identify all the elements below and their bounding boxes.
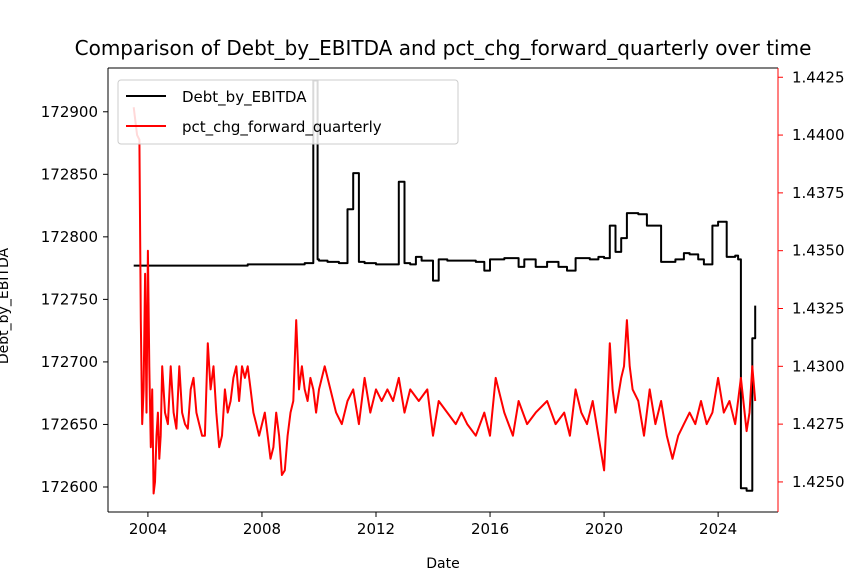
- y-right-tick-label: 1.4275: [792, 415, 845, 433]
- series-line-debt-by-ebitda: [133, 79, 757, 492]
- y-right-tick-label: 1.4250: [792, 473, 845, 491]
- series-right-group: [132, 107, 757, 495]
- x-tick-label: 2016: [471, 520, 509, 538]
- legend-label-pct: pct_chg_forward_quarterly: [182, 118, 382, 137]
- axes-group: 2004 2008 2012 2016 2020 2024 172600 172650 1727…: [41, 67, 845, 538]
- legend-label-debt: Debt_by_EBITDA: [182, 88, 307, 107]
- x-tick-label: 2020: [585, 520, 623, 538]
- series-left-group: [133, 79, 757, 492]
- y-right-tick-label: 1.4375: [792, 184, 845, 202]
- x-tick-label: 2008: [243, 520, 281, 538]
- x-tick-label: 2012: [357, 520, 395, 538]
- y-left-tick-label: 172750: [41, 290, 98, 308]
- y-left-tick-label: 172800: [41, 228, 98, 246]
- y-left-tick-label: 172850: [41, 165, 98, 183]
- y-right-tick-label: 1.4325: [792, 300, 845, 318]
- y-right-tick-label: 1.4300: [792, 357, 845, 375]
- x-axis-label: Date: [426, 556, 459, 572]
- y-left-tick-label: 172650: [41, 415, 98, 433]
- y-right-tick-label: 1.4400: [792, 126, 845, 144]
- y-left-tick-label: 172700: [41, 353, 98, 371]
- series-line-pct-chg-forward-quarterly: [132, 107, 757, 495]
- y-right-tick-label: 1.4350: [792, 242, 845, 260]
- y-left-tick-label: 172600: [41, 478, 98, 496]
- y-right-tick-label: 1.4425: [792, 68, 845, 86]
- legend-box: [117, 79, 459, 145]
- chart-title: Comparison of Debt_by_EBITDA and pct_chg…: [75, 36, 812, 60]
- y-left-tick-label: 172900: [41, 103, 98, 121]
- y-axis-label-left: Debt_by_EBITDA: [0, 247, 12, 364]
- legend: Debt_by_EBITDA pct_chg_forward_quarterly: [117, 79, 459, 145]
- x-tick-label: 2024: [699, 520, 737, 538]
- x-tick-label: 2004: [129, 520, 167, 538]
